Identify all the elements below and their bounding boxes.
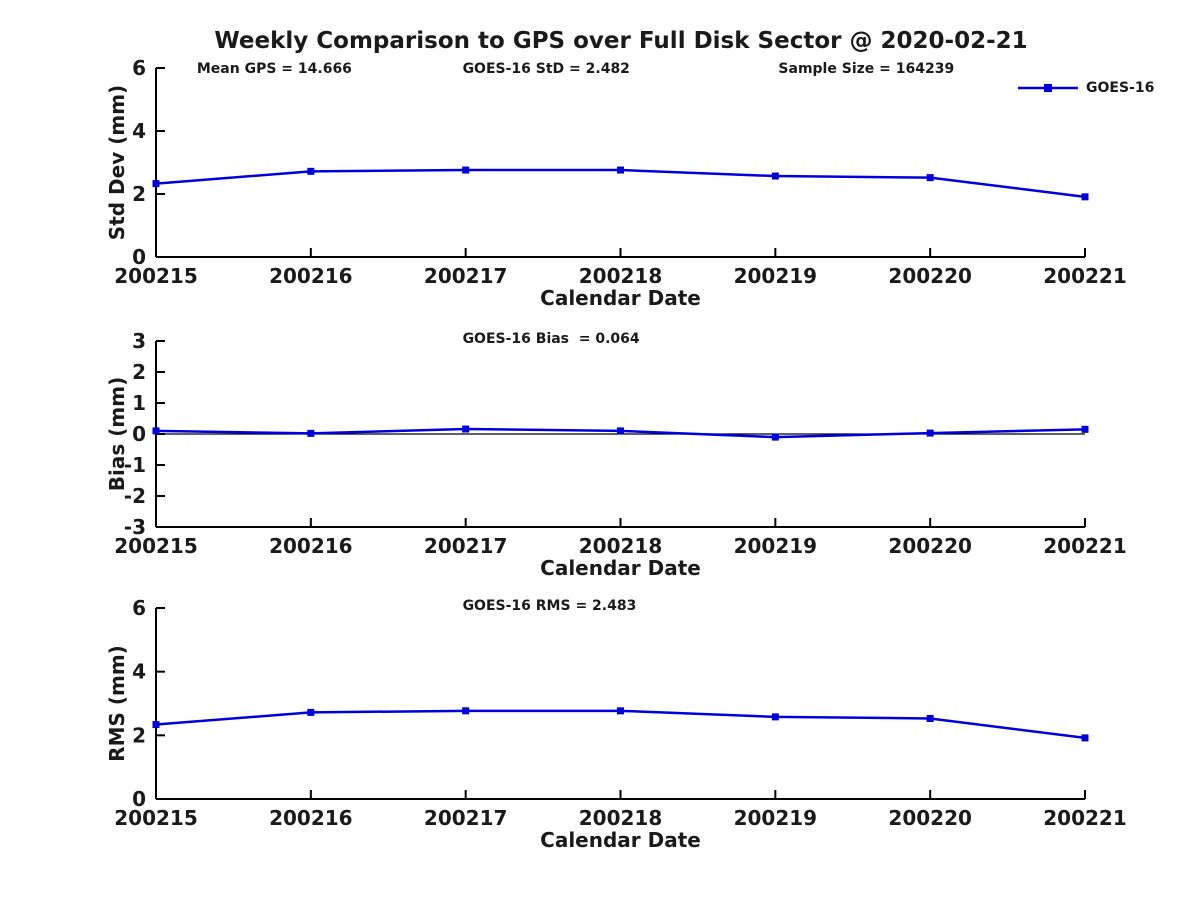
x-tick-label: 200216: [269, 264, 353, 288]
legend-marker: [1044, 84, 1052, 92]
x-tick-label: 200217: [424, 534, 508, 558]
x-tick-label: 200216: [269, 534, 353, 558]
chart-std-dev: 0 2 4 6 200215 200216 200217 200218 200219 200220…: [105, 56, 1154, 310]
x-tick-label: 200218: [579, 806, 663, 830]
figure-title: Weekly Comparison to GPS over Full Disk …: [214, 28, 1028, 54]
y-tick-label: 4: [132, 660, 146, 684]
x-axis-label: Calendar Date: [540, 828, 701, 852]
y-tick-label: -1: [124, 453, 146, 477]
data-point: [462, 425, 470, 433]
annotation: GOES-16 StD = 2.482: [463, 61, 630, 77]
x-tick-label: 200220: [888, 264, 972, 288]
annotation: Mean GPS = 14.666: [197, 61, 352, 77]
data-point: [462, 166, 470, 174]
data-point: [1081, 193, 1089, 201]
data-point: [307, 708, 315, 716]
y-tick-label: 0: [132, 422, 146, 446]
x-tick-label: 200221: [1043, 264, 1127, 288]
x-tick-label: 200218: [579, 264, 663, 288]
annotation: GOES-16 Bias = 0.064: [463, 331, 640, 347]
x-tick-label: 200221: [1043, 534, 1127, 558]
data-point: [152, 427, 160, 435]
x-tick-label: 200217: [424, 264, 508, 288]
x-tick-label: 200215: [114, 806, 198, 830]
y-tick-label: -2: [124, 484, 146, 508]
data-point: [771, 433, 779, 441]
data-point: [152, 180, 160, 188]
data-point: [307, 429, 315, 437]
legend-label: GOES-16: [1086, 80, 1154, 96]
data-point: [462, 707, 470, 715]
data-point: [1081, 425, 1089, 433]
data-point: [617, 707, 624, 715]
y-tick-label: 6: [132, 596, 146, 620]
x-tick-label: 200218: [579, 534, 663, 558]
data-point: [617, 427, 624, 435]
x-tick-label: 200219: [734, 806, 818, 830]
y-tick-label: -3: [124, 515, 146, 539]
y-tick-label: 1: [132, 391, 146, 415]
annotation: GOES-16 RMS = 2.483: [463, 598, 637, 614]
data-point: [152, 721, 160, 729]
y-tick-label: 2: [132, 360, 146, 384]
x-tick-label: 200221: [1043, 806, 1127, 830]
x-tick-label: 200220: [888, 534, 972, 558]
y-tick-label: 4: [132, 119, 146, 143]
data-point: [771, 172, 779, 180]
x-tick-label: 200215: [114, 264, 198, 288]
data-point: [926, 174, 934, 182]
series-line: [155, 168, 1086, 199]
chart-rms: 0 2 4 6 200215 200216 200217 200218 200219 200220…: [105, 596, 1127, 852]
x-tick-label: 200216: [269, 806, 353, 830]
x-tick-label: 200215: [114, 534, 198, 558]
x-tick-label: 200219: [734, 534, 818, 558]
annotation: Sample Size = 164239: [778, 61, 954, 77]
data-point: [926, 429, 934, 437]
y-tick-label: 2: [132, 182, 146, 206]
series-line: [155, 709, 1086, 740]
x-axis-label: Calendar Date: [540, 286, 701, 310]
data-point: [307, 167, 315, 175]
data-point: [617, 166, 624, 174]
data-point: [1081, 734, 1089, 742]
data-point: [771, 713, 779, 721]
y-tick-label: 0: [132, 245, 146, 269]
y-axis-label: RMS (mm): [105, 645, 129, 762]
x-tick-label: 200217: [424, 806, 508, 830]
y-axis-label: Bias (mm): [105, 377, 129, 491]
data-point: [926, 714, 934, 722]
y-axis-label: Std Dev (mm): [105, 85, 129, 240]
x-tick-label: 200219: [734, 264, 818, 288]
y-tick-label: 2: [132, 723, 146, 747]
y-tick-label: 3: [132, 329, 146, 353]
x-tick-label: 200220: [888, 806, 972, 830]
x-axis-label: Calendar Date: [540, 556, 701, 580]
y-tick-label: 6: [132, 56, 146, 80]
y-tick-label: 0: [132, 787, 146, 811]
